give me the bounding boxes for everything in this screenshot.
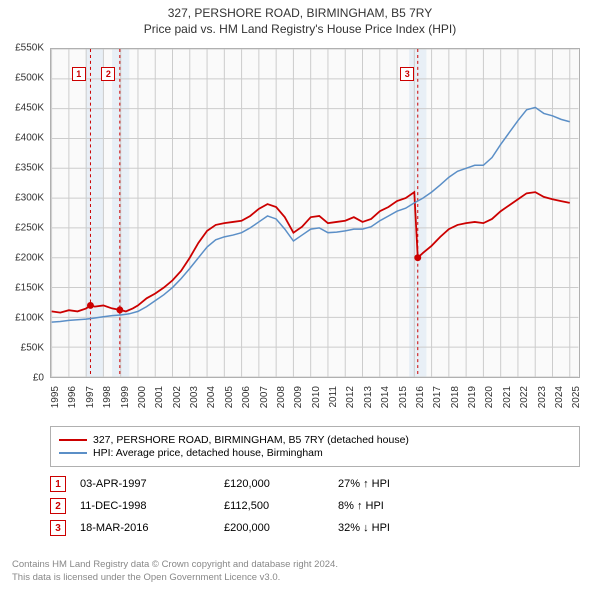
sale-hpi-diff: 8% ↑ HPI bbox=[338, 500, 458, 512]
x-tick-label: 1999 bbox=[120, 386, 131, 408]
y-tick-label: £350K bbox=[15, 163, 44, 174]
x-tick-label: 2016 bbox=[415, 386, 426, 408]
x-tick-label: 2024 bbox=[554, 386, 565, 408]
y-tick-label: £150K bbox=[15, 283, 44, 294]
sale-price: £112,500 bbox=[224, 500, 324, 512]
x-axis-labels: 1995 1996 1997 1998 1999 2000 2001 2002 2003 2004… bbox=[50, 382, 580, 422]
x-tick-label: 2015 bbox=[398, 386, 409, 408]
sale-marker-icon: 2 bbox=[50, 498, 66, 514]
sale-price: £200,000 bbox=[224, 522, 324, 534]
chart-sale-marker: 1 bbox=[72, 67, 86, 81]
x-tick-label: 1995 bbox=[50, 386, 61, 408]
sale-marker-icon: 3 bbox=[50, 520, 66, 536]
x-tick-label: 2000 bbox=[137, 386, 148, 408]
title-main: 327, PERSHORE ROAD, BIRMINGHAM, B5 7RY bbox=[0, 6, 600, 20]
x-tick-label: 2017 bbox=[432, 386, 443, 408]
title-sub: Price paid vs. HM Land Registry's House … bbox=[0, 22, 600, 36]
chart-plot-area: 1 2 3 bbox=[50, 48, 580, 378]
chart-container: 327, PERSHORE ROAD, BIRMINGHAM, B5 7RY P… bbox=[0, 0, 600, 590]
title-block: 327, PERSHORE ROAD, BIRMINGHAM, B5 7RY P… bbox=[0, 0, 600, 36]
y-tick-label: £550K bbox=[15, 43, 44, 54]
legend-label: 327, PERSHORE ROAD, BIRMINGHAM, B5 7RY (… bbox=[93, 434, 409, 446]
y-tick-label: £300K bbox=[15, 193, 44, 204]
legend-swatch bbox=[59, 439, 87, 441]
x-tick-label: 2010 bbox=[311, 386, 322, 408]
legend-item: 327, PERSHORE ROAD, BIRMINGHAM, B5 7RY (… bbox=[59, 434, 571, 446]
y-axis-labels: £0£50K£100K£150K£200K£250K£300K£350K£400… bbox=[0, 48, 48, 378]
chart-sale-marker: 2 bbox=[101, 67, 115, 81]
sales-row: 2 11-DEC-1998 £112,500 8% ↑ HPI bbox=[50, 498, 580, 514]
x-tick-label: 2004 bbox=[206, 386, 217, 408]
y-tick-label: £500K bbox=[15, 73, 44, 84]
sale-hpi-diff: 27% ↑ HPI bbox=[338, 478, 458, 490]
x-tick-label: 2002 bbox=[172, 386, 183, 408]
x-tick-label: 2011 bbox=[328, 386, 339, 408]
sale-marker-icon: 1 bbox=[50, 476, 66, 492]
legend: 327, PERSHORE ROAD, BIRMINGHAM, B5 7RY (… bbox=[50, 426, 580, 467]
x-tick-label: 2013 bbox=[363, 386, 374, 408]
x-tick-label: 2001 bbox=[154, 386, 165, 408]
y-tick-label: £50K bbox=[21, 343, 44, 354]
sale-date: 11-DEC-1998 bbox=[80, 500, 210, 512]
sales-row: 3 18-MAR-2016 £200,000 32% ↓ HPI bbox=[50, 520, 580, 536]
sale-date: 18-MAR-2016 bbox=[80, 522, 210, 534]
x-tick-label: 2018 bbox=[450, 386, 461, 408]
x-tick-label: 2014 bbox=[380, 386, 391, 408]
x-tick-label: 2003 bbox=[189, 386, 200, 408]
footer-line: Contains HM Land Registry data © Crown c… bbox=[12, 559, 338, 571]
legend-item: HPI: Average price, detached house, Birm… bbox=[59, 447, 571, 459]
x-tick-label: 1997 bbox=[85, 386, 96, 408]
y-tick-label: £200K bbox=[15, 253, 44, 264]
x-tick-label: 2007 bbox=[259, 386, 270, 408]
x-tick-label: 2022 bbox=[519, 386, 530, 408]
x-tick-label: 2012 bbox=[345, 386, 356, 408]
legend-label: HPI: Average price, detached house, Birm… bbox=[93, 447, 323, 459]
chart-svg bbox=[51, 49, 579, 377]
sale-date: 03-APR-1997 bbox=[80, 478, 210, 490]
chart-sale-marker: 3 bbox=[400, 67, 414, 81]
x-tick-label: 2021 bbox=[502, 386, 513, 408]
x-tick-label: 2025 bbox=[571, 386, 582, 408]
sale-price: £120,000 bbox=[224, 478, 324, 490]
sale-hpi-diff: 32% ↓ HPI bbox=[338, 522, 458, 534]
x-tick-label: 2023 bbox=[537, 386, 548, 408]
sales-table: 1 03-APR-1997 £120,000 27% ↑ HPI 2 11-DE… bbox=[50, 470, 580, 542]
y-tick-label: £0 bbox=[33, 373, 44, 384]
x-tick-label: 2020 bbox=[484, 386, 495, 408]
y-tick-label: £250K bbox=[15, 223, 44, 234]
y-tick-label: £450K bbox=[15, 103, 44, 114]
x-tick-label: 2019 bbox=[467, 386, 478, 408]
legend-swatch bbox=[59, 452, 87, 454]
x-tick-label: 1996 bbox=[67, 386, 78, 408]
x-tick-label: 1998 bbox=[102, 386, 113, 408]
x-tick-label: 2005 bbox=[224, 386, 235, 408]
x-tick-label: 2008 bbox=[276, 386, 287, 408]
x-tick-label: 2009 bbox=[293, 386, 304, 408]
y-tick-label: £400K bbox=[15, 133, 44, 144]
sales-row: 1 03-APR-1997 £120,000 27% ↑ HPI bbox=[50, 476, 580, 492]
footer-attribution: Contains HM Land Registry data © Crown c… bbox=[12, 559, 338, 584]
x-tick-label: 2006 bbox=[241, 386, 252, 408]
footer-line: This data is licensed under the Open Gov… bbox=[12, 572, 338, 584]
y-tick-label: £100K bbox=[15, 313, 44, 324]
